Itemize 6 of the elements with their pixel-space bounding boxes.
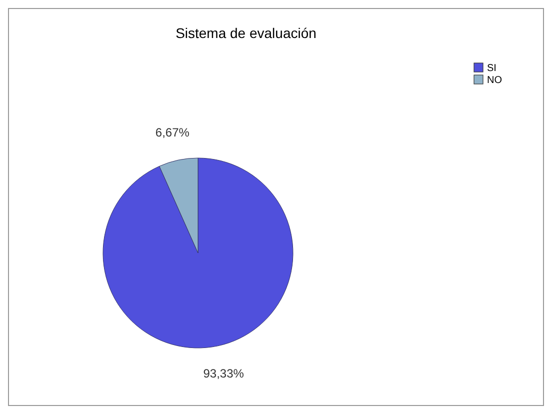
pie-slice [102, 158, 294, 348]
legend-label: NO [487, 75, 502, 86]
data-label: 6,67% [155, 126, 190, 140]
legend-label: SI [487, 63, 496, 74]
chart-title: Sistema de evaluación [176, 25, 316, 41]
data-label: 93,33% [203, 366, 244, 380]
